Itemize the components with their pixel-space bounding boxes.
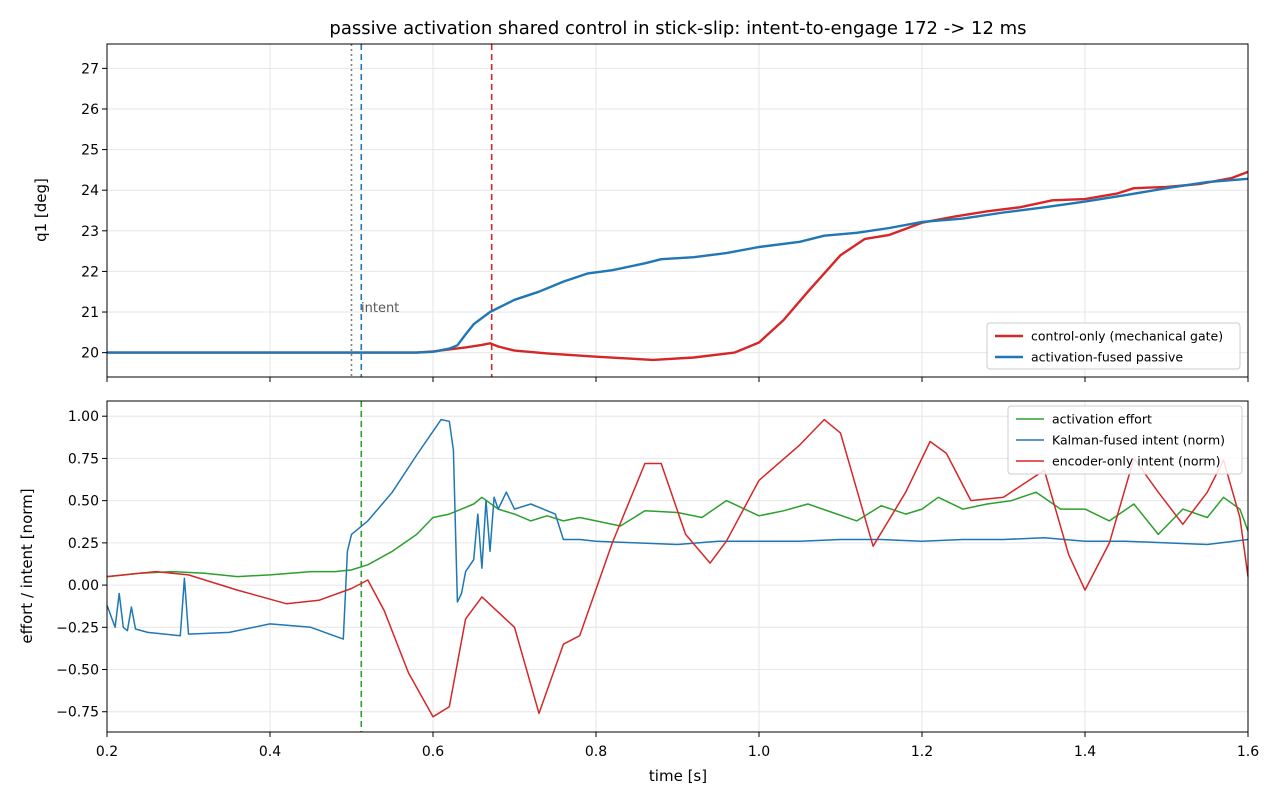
x-tick-label: 0.2 — [96, 744, 118, 760]
top-legend: control-only (mechanical gate) activation… — [986, 322, 1241, 370]
y-tick-label: 24 — [81, 183, 99, 199]
x-axis-label: time [s] — [649, 767, 707, 785]
top-series — [107, 170, 1249, 362]
x-tick-label: 1.4 — [1074, 744, 1096, 760]
y-tick-label: 20 — [81, 346, 99, 362]
y-tick-label: −0.50 — [56, 663, 99, 679]
y-tick-label: 27 — [81, 61, 99, 77]
intent-annotation: intent — [361, 301, 399, 316]
series-line — [106, 418, 1249, 718]
bottom-ticks: 0.2 0.4 0.6 0.8 1.0 1.2 1.4 1.6 −0.75 −0.50 −0.25 0… — [56, 409, 1259, 760]
y-tick-label: 0.50 — [68, 494, 99, 510]
legend-label: activation effort — [1052, 412, 1152, 427]
y-tick-label: 22 — [81, 264, 99, 280]
top-panel: intent 20 21 22 23 24 25 26 27 q1 [deg] control… — [32, 43, 1249, 382]
y-tick-label: −0.75 — [56, 705, 99, 721]
x-tick-label: 0.6 — [422, 744, 444, 760]
series-line — [106, 418, 1249, 640]
top-y-axis-label: q1 [deg] — [32, 178, 50, 242]
y-tick-label: 0.00 — [68, 578, 99, 594]
y-tick-label: 0.75 — [68, 451, 99, 467]
bottom-grid — [106, 401, 1249, 732]
bottom-y-axis-label: effort / intent [norm] — [18, 488, 36, 643]
y-tick-label: 23 — [81, 224, 99, 240]
legend-label: Kalman-fused intent (norm) — [1052, 433, 1225, 448]
y-tick-label: 26 — [81, 102, 99, 118]
x-tick-label: 1.6 — [1237, 744, 1259, 760]
legend-box — [986, 322, 1241, 370]
y-tick-label: 1.00 — [68, 409, 99, 425]
top-ticks: 20 21 22 23 24 25 26 27 — [81, 61, 1249, 382]
y-tick-label: 21 — [81, 305, 99, 321]
chart-title: passive activation shared control in sti… — [329, 18, 1026, 39]
top-grid — [106, 44, 1249, 377]
series-line — [106, 491, 1249, 578]
legend-label: encoder-only intent (norm) — [1052, 454, 1220, 469]
top-axes-frame — [106, 43, 1249, 378]
bottom-panel: 0.2 0.4 0.6 0.8 1.0 1.2 1.4 1.6 −0.75 −0.50 −0.25 0… — [18, 400, 1259, 785]
legend-label: control-only (mechanical gate) — [1031, 329, 1223, 344]
bottom-series — [106, 418, 1249, 718]
legend-box — [1007, 405, 1243, 475]
series-line — [107, 177, 1249, 354]
top-vlines — [350, 44, 493, 377]
legend-label: activation-fused passive — [1031, 350, 1183, 365]
bottom-axes-frame — [106, 400, 1249, 733]
y-tick-label: 25 — [81, 143, 99, 159]
bottom-legend: activation effort Kalman-fused intent (no… — [1007, 405, 1243, 475]
x-tick-label: 1.2 — [911, 744, 933, 760]
y-tick-label: −0.25 — [56, 620, 99, 636]
x-tick-label: 1.0 — [748, 744, 770, 760]
series-line — [107, 170, 1249, 362]
x-tick-label: 0.4 — [259, 744, 281, 760]
x-tick-label: 0.8 — [585, 744, 607, 760]
y-tick-label: 0.25 — [68, 536, 99, 552]
